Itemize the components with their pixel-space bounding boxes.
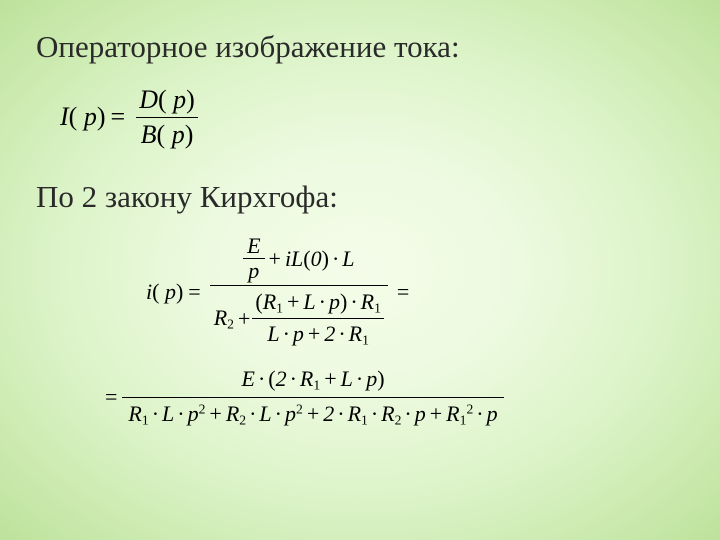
eq3-numerator: E·(2·R1+L·p) <box>235 365 390 394</box>
eq3-denominator: R1·L·p2+R2·L·p2+2·R1·R2·p+R12·p <box>122 400 503 429</box>
equation-1: I( p) = D( p) B( p) <box>60 85 684 150</box>
eq3-fraction: E·(2·R1+L·p) R1·L·p2+R2·L·p2+2·R1·R2·p+R… <box>122 365 503 428</box>
eq1-denominator: B( p) <box>138 120 197 150</box>
eq1-numerator: D( p) <box>136 85 198 115</box>
equation-2: i( p) = E p + iL(0)·L <box>146 234 684 349</box>
equation-3: = E·(2·R1+L·p) R1·L·p2+R2·L·p2+2·R1·R2·p… <box>100 365 684 428</box>
heading-2: По 2 закону Кирхгофа: <box>36 178 684 217</box>
eq2-den-plus: + <box>234 307 254 330</box>
heading-1: Операторное изображение тока: <box>36 28 684 67</box>
eq2-den-subden: L·p+2·R1 <box>264 321 372 348</box>
eq2-den-subfraction: (R1+L·p)·R1 L·p+2·R1 <box>252 289 384 348</box>
eq2-num-E: E <box>245 235 262 257</box>
eq2-main-fraction: E p + iL(0)·L R2 + <box>210 234 388 349</box>
eq2-num-p: p <box>246 260 261 282</box>
eq2-num-plus: + <box>265 247 285 270</box>
eq2-lhs: i( p) <box>146 280 183 303</box>
eq1-lhs: I( p) <box>60 102 106 132</box>
eq2-trailing-equals: = <box>392 280 414 303</box>
eq2-den-subnum: (R1+L·p)·R1 <box>252 289 384 316</box>
eq2-den-R2: R2 <box>214 306 234 332</box>
eq2-numerator: E p + iL(0)·L <box>239 234 358 283</box>
eq2-num-term2: iL(0)·L <box>285 247 355 270</box>
eq3-lead-equals: = <box>100 384 122 410</box>
eq1-fraction: D( p) B( p) <box>136 85 198 150</box>
eq2-denominator: R2 + (R1+L·p)·R1 L·p+2·R1 <box>210 288 388 349</box>
eq2-num-Ep: E p <box>245 235 262 282</box>
eq1-equals: = <box>106 102 131 132</box>
eq2-equals: = <box>183 280 205 303</box>
